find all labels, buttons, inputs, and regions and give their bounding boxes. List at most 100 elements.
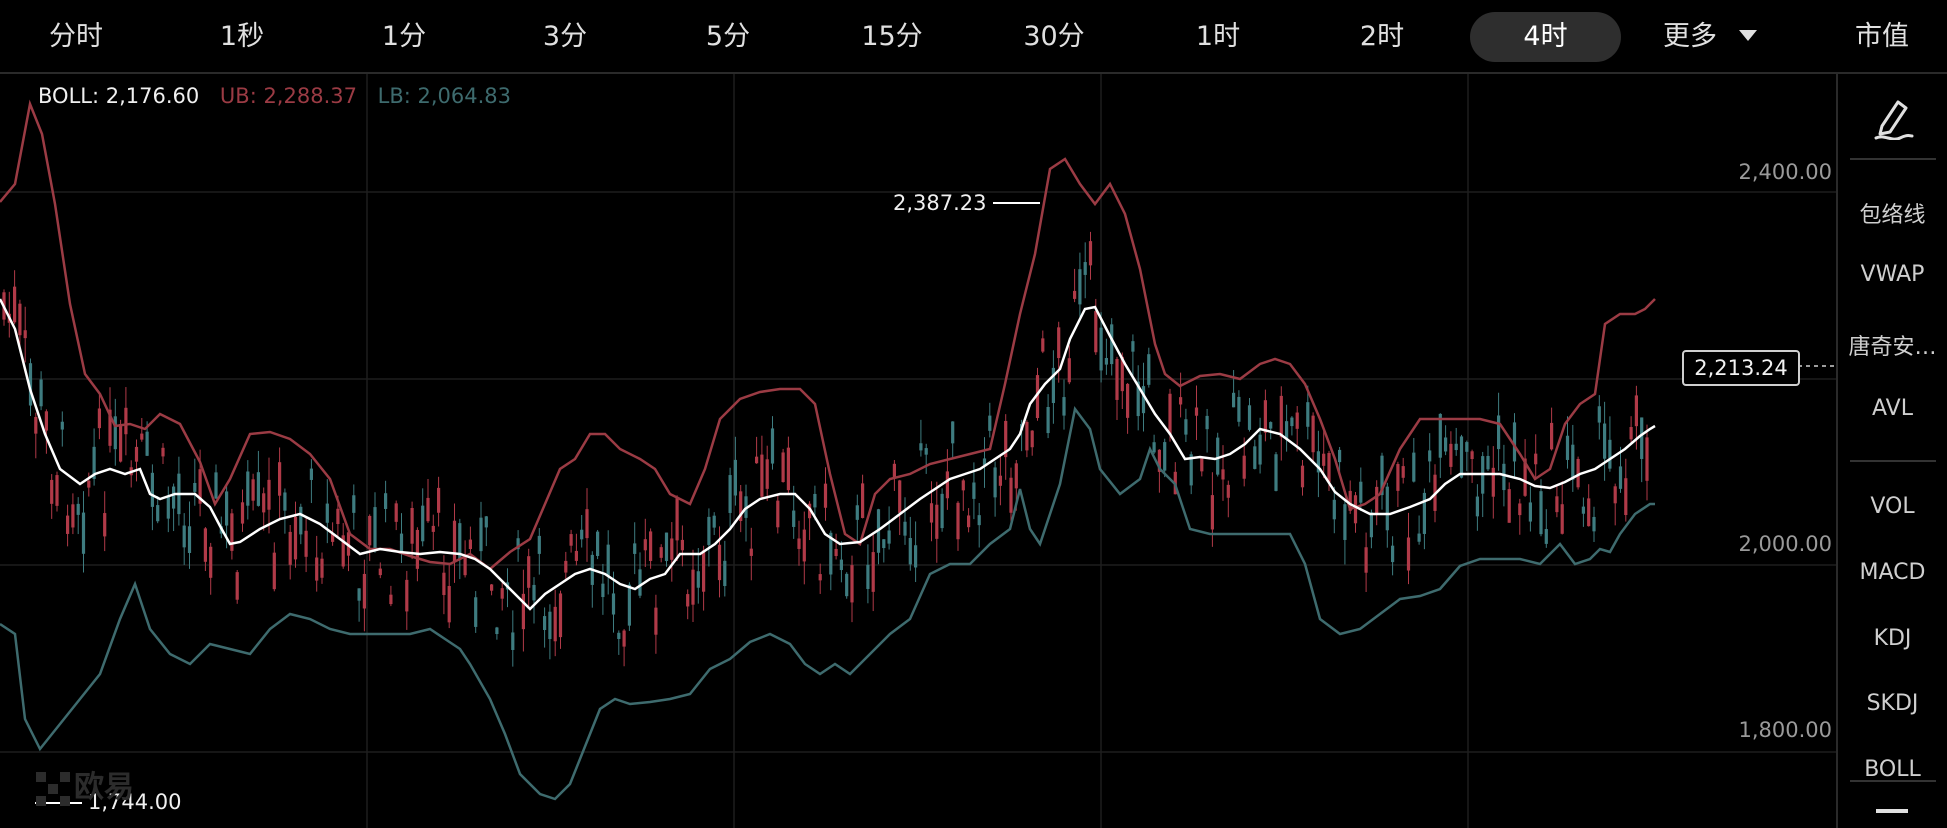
candle-body [1603,423,1607,459]
tab-2h[interactable]: 2时 [1359,21,1405,52]
candle-body [627,584,631,626]
indicator-macd[interactable]: MACD [1859,560,1926,585]
candle-body [1205,415,1209,430]
candle-body [315,557,319,581]
candle-body [1544,529,1548,544]
tab-more[interactable]: 更多 [1650,12,1770,62]
boll-ub-value: UB: 2,288.37 [219,84,357,108]
candle-body [18,303,22,336]
tab-1s[interactable]: 1秒 [219,21,265,52]
candle-body [1067,358,1071,383]
indicator-vol[interactable]: VOL [1870,494,1915,519]
tab-1m[interactable]: 1分 [381,21,427,52]
candle-body [813,493,817,508]
candle-body [161,447,165,457]
candle-body [977,515,981,526]
candle-body [246,471,250,506]
candle-body [92,446,96,479]
candle-body [1120,356,1124,392]
candle-body [914,545,918,568]
candle-body [187,526,192,553]
candle-body [1189,454,1193,486]
kline-chart[interactable] [0,74,1836,828]
candle-body [659,547,663,558]
candle-body [103,513,107,537]
candle-body [203,528,207,562]
boll-lower-line [0,406,1655,801]
candle-body [649,531,653,561]
candle-body [341,535,345,567]
tab-market-cap[interactable]: 市值 [1855,21,1909,52]
candle-body [1078,269,1082,305]
candle-body [1444,437,1448,452]
candle-body [1279,395,1283,438]
candle-body [717,544,722,581]
tab-1h[interactable]: 1时 [1195,21,1241,52]
candle-body [765,459,769,489]
candle-body [230,513,234,551]
candle-body [13,286,17,323]
candle-body [156,505,160,522]
candle-body [1094,311,1098,353]
tab-fenshi[interactable]: 分时 [49,21,103,52]
y-axis-label: 2,400.00 [1738,160,1832,184]
candle-body [1565,435,1570,460]
indicator-envelope[interactable]: 包络线 [1859,203,1926,228]
candle-body [1025,421,1029,451]
candle-body [1518,503,1522,516]
candle-body [209,546,213,578]
tab-30m[interactable]: 30分 [1023,21,1085,52]
candle-body [60,421,64,430]
candle-body [66,515,70,534]
candle-body [919,443,923,451]
candle-body [839,559,843,571]
candle-body [1200,458,1204,472]
candle-body [1311,415,1315,453]
candle-body [537,535,541,554]
candle-body [749,548,753,556]
candle-body [166,495,170,519]
candle-body [569,534,573,546]
boll-upper-line [0,99,1656,571]
indicator-avl[interactable]: AVL [1872,396,1913,421]
candle-body [1179,397,1183,405]
candle-body [664,532,669,562]
indicator-kdj[interactable]: KDJ [1873,626,1912,651]
tab-15m[interactable]: 15分 [861,21,923,52]
low-price-annotation: 1,744.00 [88,790,182,814]
candle-body [1088,241,1093,266]
candle-body [707,516,711,545]
candle-body [1104,357,1108,365]
candle-body [1465,442,1469,452]
candle-body [426,497,430,522]
candle-body [670,538,674,560]
candle-body [935,504,939,539]
y-axis-label: 1,800.00 [1738,718,1832,742]
tab-5m[interactable]: 5分 [705,21,751,52]
candle-body [1247,405,1252,430]
candle-body [458,523,462,560]
candle-body [256,472,260,506]
candle-body [1353,495,1358,524]
indicator-vwap[interactable]: VWAP [1860,262,1925,287]
candle-body [405,579,409,612]
candle-body [1369,512,1373,538]
candle-body [580,529,584,540]
candle-body [1401,466,1405,478]
candle-body [770,428,775,464]
indicator-skdj[interactable]: SKDJ [1866,691,1919,716]
candle-body [452,520,457,562]
tab-3m[interactable]: 3分 [542,21,588,52]
menu-icon[interactable] [1876,809,1908,813]
pen-icon[interactable] [1874,96,1914,140]
grid [0,74,1836,828]
candle-body [421,505,425,542]
candle-body [1587,498,1591,527]
candle-body [309,468,313,480]
candle-body [1131,341,1135,352]
tab-4h[interactable]: 4时 [1470,12,1621,62]
candle-body [585,509,589,539]
indicator-donchian[interactable]: 唐奇安… [1848,335,1937,360]
indicator-boll[interactable]: BOLL [1864,757,1921,782]
candle-body [1253,446,1257,469]
